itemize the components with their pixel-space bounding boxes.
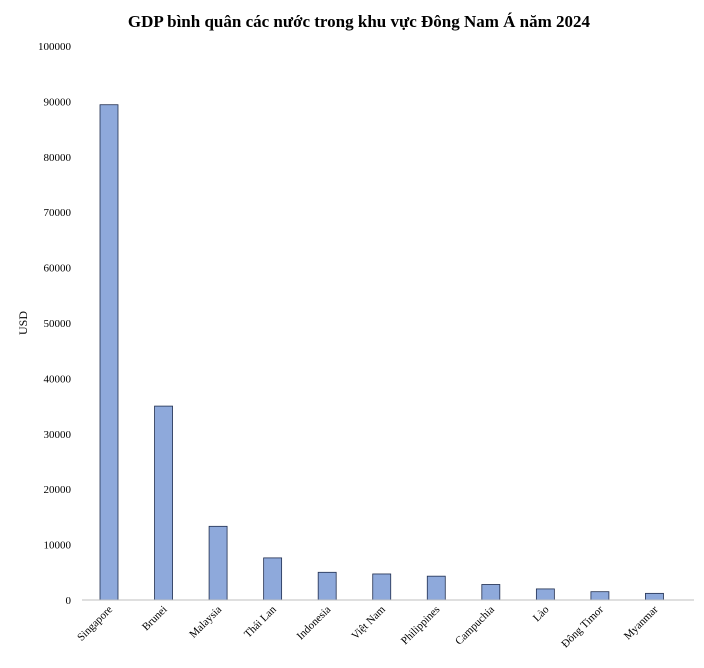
bar-10 <box>645 592 664 601</box>
x-axis-labels: Singapore Brunei Malaysia Thái Lan Indonesia… <box>75 603 661 650</box>
bar-1 <box>154 405 173 601</box>
bar-9 <box>590 591 610 601</box>
bar-2 <box>208 525 228 601</box>
x-tick-label: Brunei <box>140 604 170 634</box>
y-tick-label: 70000 <box>44 207 72 219</box>
bars <box>99 104 664 601</box>
x-tick-label: Đông Timor <box>559 603 606 650</box>
x-tick-label: Malaysia <box>187 604 224 641</box>
y-axis-label: USD <box>16 311 30 335</box>
bar-8 <box>535 588 555 601</box>
x-tick-label: Indonesia <box>295 604 334 643</box>
x-tick-label: Singapore <box>75 604 115 644</box>
x-tick-label: Thái Lan <box>242 603 279 640</box>
bar-5 <box>372 573 392 601</box>
y-tick-label: 10000 <box>44 540 72 552</box>
y-tick-label: 100000 <box>38 41 72 53</box>
bar-7 <box>481 584 501 601</box>
bar-6 <box>426 575 446 601</box>
y-tick-label: 30000 <box>44 429 72 441</box>
bar-3 <box>263 557 283 601</box>
bar-0 <box>99 104 119 601</box>
y-tick-label: 90000 <box>44 96 72 108</box>
chart-title: GDP bình quân các nước trong khu vực Đôn… <box>128 12 591 31</box>
y-tick-label: 50000 <box>44 318 72 330</box>
y-tick-label: 0 <box>66 595 72 607</box>
y-tick-label: 80000 <box>44 152 72 164</box>
y-axis-ticks: 0 10000 20000 30000 40000 50000 60000 70000 8000… <box>38 41 72 607</box>
x-tick-label: Việt Nam <box>349 603 388 642</box>
x-tick-label: Philippines <box>399 604 442 647</box>
y-tick-label: 20000 <box>44 484 72 496</box>
x-tick-label: Lào <box>531 603 552 624</box>
bar-4 <box>317 571 337 601</box>
y-tick-label: 40000 <box>44 373 72 385</box>
y-tick-label: 60000 <box>44 263 72 275</box>
x-tick-label: Myanmar <box>622 603 661 642</box>
x-tick-label: Campuchia <box>453 604 497 648</box>
